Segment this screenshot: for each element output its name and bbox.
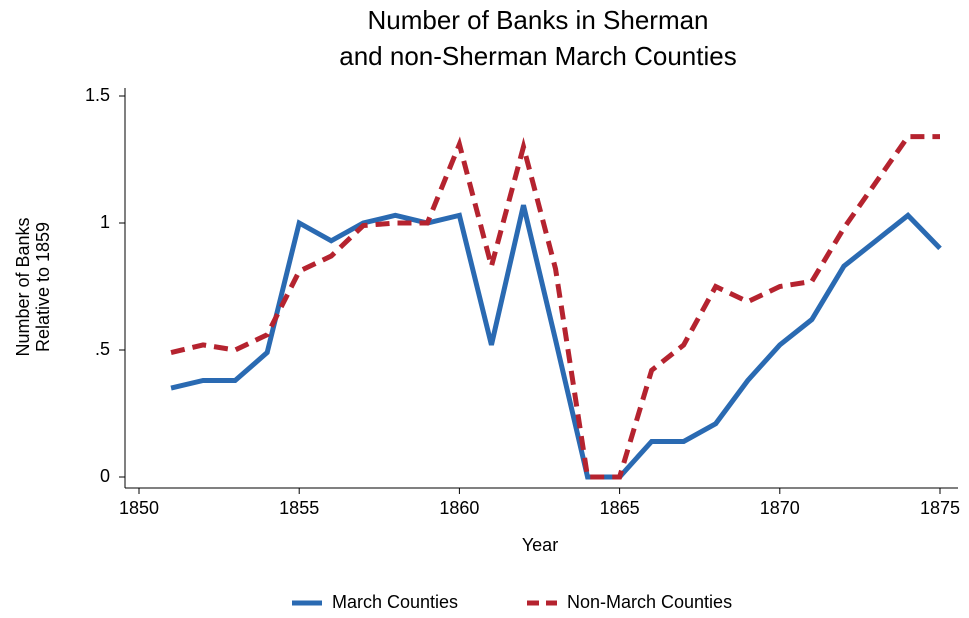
y-axis-label: Relative to 1859: [33, 222, 53, 352]
legend-label: Non-March Counties: [567, 592, 732, 612]
x-tick-label: 1850: [119, 498, 159, 518]
line-series: [170, 204, 942, 480]
y-tick-label: 1: [100, 212, 110, 232]
x-tick-label: 1855: [279, 498, 319, 518]
x-tick-label: 1875: [920, 498, 960, 518]
y-axis-label: Number of Banks: [13, 217, 33, 356]
y-tick-label: 0: [100, 466, 110, 486]
chart-title: and non-Sherman March Counties: [339, 41, 736, 71]
legend-label: March Counties: [332, 592, 458, 612]
y-tick-label: 1.5: [85, 85, 110, 105]
line-series: [170, 134, 940, 480]
x-axis-label: Year: [522, 535, 558, 555]
chart-title: Number of Banks in Sherman: [367, 5, 708, 35]
x-tick-label: 1865: [600, 498, 640, 518]
x-tick-label: 1870: [760, 498, 800, 518]
y-tick-label: .5: [95, 339, 110, 359]
x-tick-label: 1860: [439, 498, 479, 518]
